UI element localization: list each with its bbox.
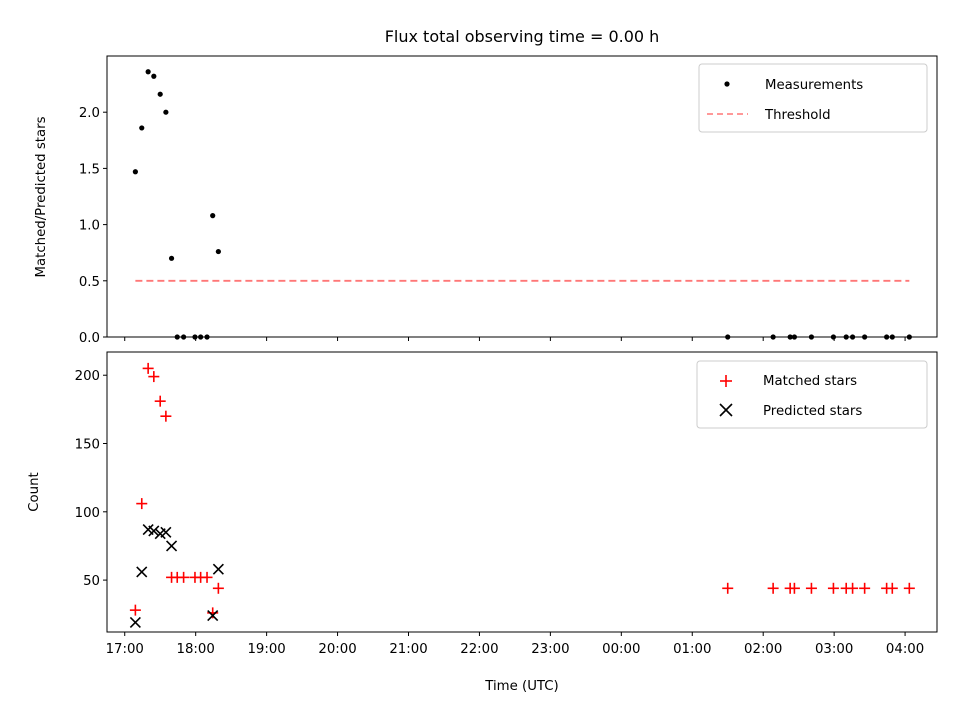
bottom-ytick-label: 200 <box>75 369 100 384</box>
legend-predicted-label: Predicted stars <box>763 404 862 419</box>
x-tick-label: 20:00 <box>318 642 356 657</box>
legend-measurements-marker <box>724 81 730 87</box>
star-count-panel: Count Time (UTC) 50 100 150 200 17:00 18:00 1… <box>27 351 938 694</box>
matched-star-point <box>903 582 915 594</box>
measurement-point <box>151 73 157 79</box>
matched-star-point <box>827 582 839 594</box>
predicted-star-point <box>136 566 148 578</box>
matched-star-point <box>201 571 213 583</box>
matched-star-point <box>847 582 859 594</box>
matched-star-point <box>722 582 734 594</box>
x-tick-label: 00:00 <box>602 642 640 657</box>
matched-star-point <box>788 582 800 594</box>
predicted-star-point <box>148 525 160 537</box>
bottom-legend-box <box>696 360 928 429</box>
legend-matched-label: Matched stars <box>763 374 857 389</box>
matched-star-point <box>859 582 871 594</box>
measurement-point <box>145 69 151 75</box>
top-ytick-label: 1.0 <box>79 219 100 234</box>
x-tick-label: 21:00 <box>389 642 427 657</box>
x-tick-label: 03:00 <box>815 642 853 657</box>
predicted-star-point <box>207 610 219 622</box>
bottom-plot-frame <box>106 351 938 633</box>
top-ytick-label: 1.5 <box>79 162 100 177</box>
x-tick-label: 23:00 <box>531 642 569 657</box>
matched-star-point <box>154 395 166 407</box>
measurement-point <box>157 91 163 97</box>
measurement-point <box>139 125 145 131</box>
bottom-ytick-label: 50 <box>83 574 100 589</box>
measurement-point <box>215 248 221 255</box>
predicted-star-point <box>160 526 172 538</box>
matched-star-point <box>767 582 779 594</box>
x-tick-label: 02:00 <box>744 642 782 657</box>
measurement-point <box>163 109 169 115</box>
matched-star-point <box>805 582 817 594</box>
matched-star-point <box>148 371 160 383</box>
measurement-point <box>132 169 138 175</box>
x-tick-label: 19:00 <box>247 642 285 657</box>
matched-star-point <box>886 582 898 594</box>
bottom-legend: Matched stars Predicted stars <box>696 360 928 429</box>
matched-star-point <box>212 582 224 594</box>
top-legend: Measurements Threshold <box>698 63 928 133</box>
x-tick-label: 04:00 <box>886 642 924 657</box>
bottom-ytick-label: 100 <box>75 506 100 521</box>
top-y-axis-label: Matched/Predicted stars <box>34 116 49 277</box>
legend-threshold-label: Threshold <box>764 108 831 123</box>
top-plot-frame <box>106 55 938 338</box>
bottom-y-axis-label: Count <box>27 472 42 512</box>
legend-predicted-marker <box>719 403 733 417</box>
matched-star-point <box>129 604 141 616</box>
x-tick-label: 18:00 <box>177 642 215 657</box>
flux-ratio-panel: Flux total observing time = 0.00 h Match… <box>34 27 938 346</box>
matched-star-point <box>136 498 148 510</box>
predicted-star-point <box>129 616 141 629</box>
predicted-star-point <box>212 563 224 575</box>
legend-measurements-label: Measurements <box>765 78 863 93</box>
matched-star-point <box>160 410 172 422</box>
predicted-star-point <box>165 540 178 552</box>
top-ytick-label: 2.0 <box>79 106 100 121</box>
matched-star-point <box>178 571 190 583</box>
measurement-point <box>210 213 216 219</box>
top-ytick-label: 0.0 <box>79 331 100 346</box>
top-legend-box <box>698 63 928 133</box>
x-axis-label: Time (UTC) <box>484 679 559 694</box>
x-tick-label: 22:00 <box>460 642 498 657</box>
x-tick-label: 17:00 <box>106 642 144 657</box>
chart-title: Flux total observing time = 0.00 h <box>385 27 660 46</box>
measurement-point <box>168 255 175 261</box>
x-tick-label: 01:00 <box>673 642 711 657</box>
bottom-ytick-label: 150 <box>75 438 100 453</box>
top-ytick-label: 0.5 <box>79 275 100 290</box>
legend-matched-marker <box>720 375 732 387</box>
matched-star-point <box>142 362 154 374</box>
